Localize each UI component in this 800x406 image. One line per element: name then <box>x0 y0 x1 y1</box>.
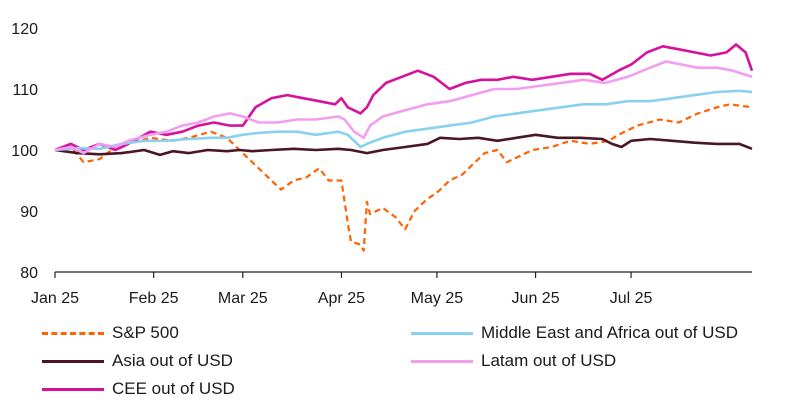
x-tick-label: Jul 25 <box>610 290 653 307</box>
axes <box>54 271 752 278</box>
y-tick-label: 100 <box>11 143 38 160</box>
y-tick-label: 110 <box>12 82 38 99</box>
x-tick-label: Jun 25 <box>512 290 560 307</box>
y-tick-label: 80 <box>20 265 38 282</box>
y-tick-label: 120 <box>11 21 38 38</box>
x-tick-label: Feb 25 <box>129 290 179 307</box>
x-tick-label: Apr 25 <box>318 290 365 307</box>
x-tick-label: Jan 25 <box>31 290 79 307</box>
series-line-middle-east-and-africa-out-of-usd <box>54 89 753 152</box>
x-tick-label: May 25 <box>411 290 464 307</box>
series-line-s-p-500 <box>54 103 753 252</box>
x-axis-tick-labels: Jan 25 Feb 25 Mar 25 Apr 25 May 25 Jun 25 Jul … <box>31 290 653 307</box>
series-line-cee-out-of-usd <box>54 43 754 152</box>
series-line-asia-out-of-usd <box>54 133 753 157</box>
y-axis-tick-labels: 80 90 100 110 120 <box>11 21 38 282</box>
series-lines <box>54 43 754 252</box>
y-tick-label: 90 <box>20 204 38 221</box>
x-tick-label: Mar 25 <box>218 290 268 307</box>
series-line-latam-out-of-usd <box>54 60 753 155</box>
